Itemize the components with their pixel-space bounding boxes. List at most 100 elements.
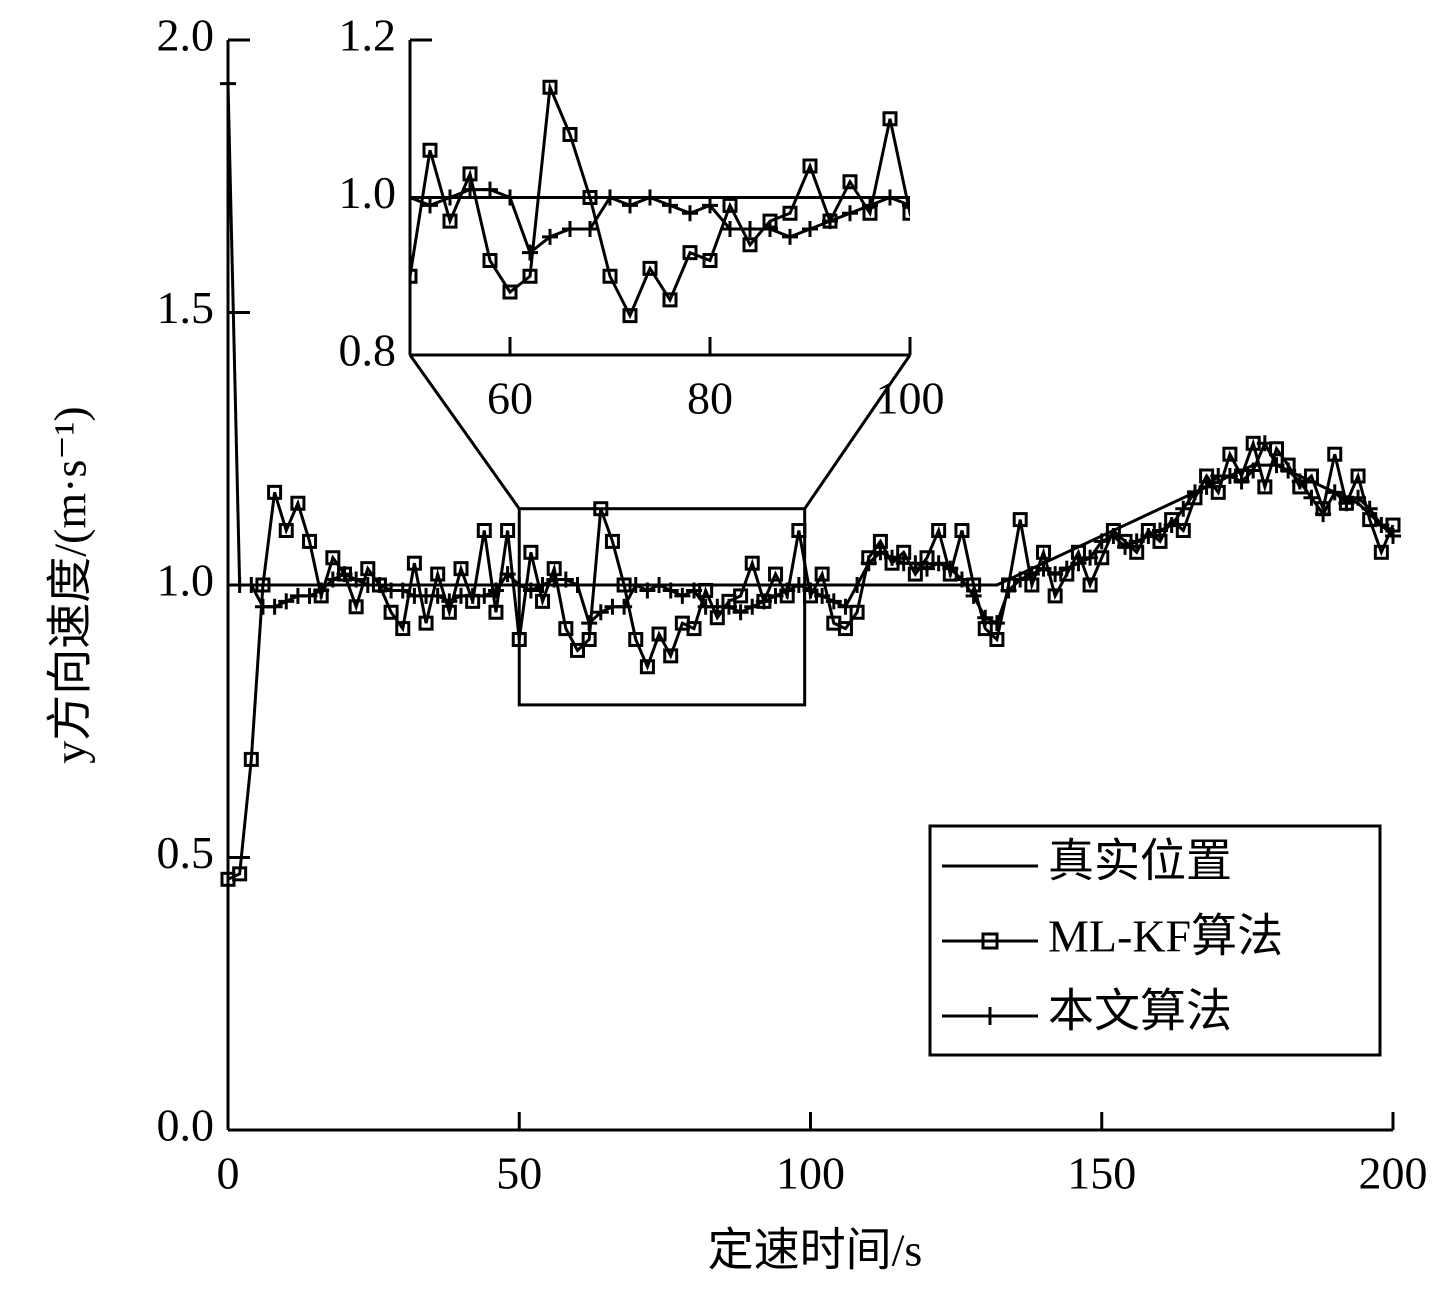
square-marker: [422, 142, 438, 158]
square-marker: [1284, 192, 1296, 204]
plus-marker: [1385, 527, 1401, 544]
plus-marker: [302, 205, 318, 221]
plus-marker: [982, 190, 998, 206]
square-marker: [663, 648, 679, 664]
plus-marker: [849, 577, 866, 593]
plus-marker: [662, 582, 679, 599]
plus-marker: [1070, 555, 1087, 572]
square-marker: [931, 523, 947, 538]
plus-marker: [965, 587, 982, 604]
plus-marker: [162, 190, 178, 206]
square-marker: [502, 284, 518, 300]
y-tick-label: 1.0: [339, 167, 397, 218]
plus-marker: [639, 582, 656, 599]
square-marker: [944, 247, 956, 259]
plus-marker: [522, 244, 538, 261]
plus-marker: [782, 228, 798, 245]
square-marker: [702, 253, 718, 268]
square-marker: [1224, 270, 1236, 282]
square-marker: [364, 231, 376, 243]
square-marker: [682, 245, 698, 261]
square-marker: [902, 205, 910, 221]
plus-marker: [1162, 182, 1178, 198]
square-marker: [535, 593, 551, 609]
square-marker: [1082, 577, 1098, 593]
plus-marker: [907, 555, 924, 572]
zoom-connector: [408, 354, 521, 510]
plus-marker: [122, 182, 138, 198]
square-marker: [1175, 523, 1191, 538]
plus-marker: [371, 577, 388, 593]
plus-marker: [762, 221, 778, 237]
plus-marker: [462, 181, 478, 198]
square-marker: [406, 555, 422, 571]
plus-marker: [1152, 522, 1168, 539]
plus-marker: [1140, 527, 1157, 544]
plus-marker: [1186, 484, 1203, 501]
square-marker: [500, 523, 516, 538]
square-marker: [651, 626, 667, 642]
plus-marker: [1291, 473, 1308, 490]
plus-marker: [802, 221, 818, 237]
square-marker: [1144, 176, 1156, 188]
plus-marker: [1202, 237, 1218, 253]
square-marker: [1204, 255, 1216, 267]
plus-marker: [1062, 158, 1078, 174]
square-marker: [84, 152, 96, 164]
plus-marker: [1382, 150, 1398, 166]
plus-marker: [1093, 533, 1110, 550]
plus-marker: [1002, 158, 1018, 174]
plus-marker: [1163, 517, 1180, 534]
square-marker: [1036, 544, 1051, 560]
plus-marker: [1262, 182, 1278, 198]
x-tick-label: 80: [687, 373, 733, 424]
plus-marker: [1221, 468, 1238, 484]
plus-marker: [825, 593, 842, 610]
plus-marker: [42, 205, 58, 221]
square-marker: [1124, 113, 1136, 125]
legend-box: [928, 824, 1382, 1057]
plus-marker: [602, 189, 618, 206]
plus-marker: [962, 221, 978, 237]
square-marker: [622, 308, 638, 324]
plus-marker: [642, 189, 658, 206]
plus-marker: [1000, 582, 1017, 599]
square-marker: [1327, 446, 1343, 462]
plus-marker: [202, 197, 218, 213]
plus-marker: [686, 582, 702, 599]
square-marker: [733, 588, 749, 604]
plus-marker: [742, 221, 758, 237]
plus-marker: [499, 566, 516, 583]
square-marker: [1324, 207, 1336, 219]
x-axis-label: 定速时间/s: [708, 1225, 923, 1276]
plus-marker: [336, 566, 353, 583]
plus-marker: [1342, 166, 1358, 182]
plus-marker: [1322, 174, 1338, 190]
square-marker: [430, 566, 446, 582]
series-line: [410, 196, 910, 199]
legend-marker: [981, 932, 999, 950]
square-marker: [1047, 588, 1063, 604]
plus-marker: [1117, 538, 1134, 555]
series-line: [410, 188, 910, 256]
square-marker: [1084, 176, 1096, 188]
square-marker: [1064, 144, 1076, 156]
y-tick-label: 2.0: [157, 10, 215, 61]
y-tick-label: 1.2: [339, 10, 397, 61]
plus-marker: [441, 593, 458, 610]
plus-marker: [720, 598, 737, 615]
plus-marker: [394, 582, 411, 599]
plus-marker: [1082, 158, 1098, 174]
square-marker: [344, 113, 356, 125]
plus-marker: [651, 577, 668, 593]
plus-marker: [1282, 174, 1298, 190]
plus-marker: [884, 549, 901, 566]
plus-marker: [942, 213, 958, 229]
square-marker: [442, 213, 458, 229]
plus-marker: [942, 560, 959, 577]
x-tick-label: 100: [776, 1148, 845, 1199]
square-marker: [581, 632, 597, 647]
y-tick-label: 1.0: [157, 555, 215, 606]
square-marker: [383, 604, 399, 620]
plus-marker: [442, 189, 458, 206]
